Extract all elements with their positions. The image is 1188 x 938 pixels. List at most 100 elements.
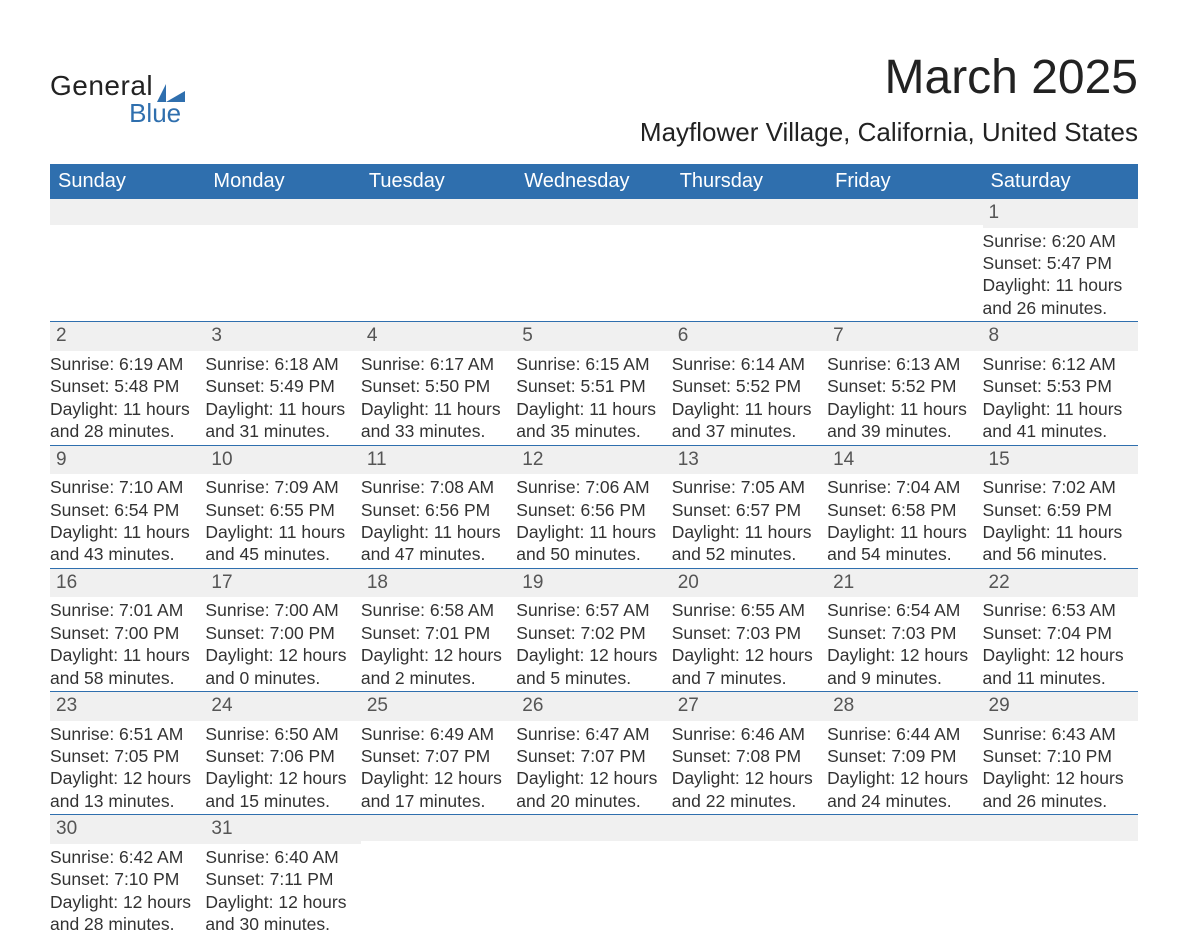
calendar-cell: 15Sunrise: 7:02 AMSunset: 6:59 PMDayligh…	[983, 446, 1138, 568]
calendar-cell: 16Sunrise: 7:01 AMSunset: 7:00 PMDayligh…	[50, 569, 205, 691]
day-number: 8	[983, 322, 1138, 351]
calendar-row: 9Sunrise: 7:10 AMSunset: 6:54 PMDaylight…	[50, 445, 1138, 568]
day-detail-line: Sunrise: 6:50 AM	[205, 723, 356, 745]
day-detail-line: Daylight: 11 hours	[516, 398, 667, 420]
day-detail-line: Sunset: 5:52 PM	[672, 375, 823, 397]
day-detail-line: and 52 minutes.	[672, 543, 823, 565]
day-details: Sunrise: 7:06 AMSunset: 6:56 PMDaylight:…	[516, 474, 671, 568]
day-number: 31	[205, 815, 360, 844]
day-detail-line: Sunrise: 6:43 AM	[983, 723, 1134, 745]
day-detail-line: and 50 minutes.	[516, 543, 667, 565]
day-detail-line: Daylight: 11 hours	[361, 398, 512, 420]
day-details: Sunrise: 6:20 AMSunset: 5:47 PMDaylight:…	[983, 228, 1138, 322]
calendar-cell: 10Sunrise: 7:09 AMSunset: 6:55 PMDayligh…	[205, 446, 360, 568]
calendar-cell: 9Sunrise: 7:10 AMSunset: 6:54 PMDaylight…	[50, 446, 205, 568]
day-detail-line: Sunset: 7:01 PM	[361, 622, 512, 644]
day-detail-line: Daylight: 12 hours	[983, 644, 1134, 666]
day-detail-line: Sunset: 7:10 PM	[983, 745, 1134, 767]
day-detail-line: and 41 minutes.	[983, 420, 1134, 442]
day-number	[50, 199, 205, 225]
day-detail-line: Sunrise: 6:44 AM	[827, 723, 978, 745]
location-label: Mayflower Village, California, United St…	[640, 117, 1138, 148]
calendar-cell: 12Sunrise: 7:06 AMSunset: 6:56 PMDayligh…	[516, 446, 671, 568]
day-detail-line: and 26 minutes.	[983, 790, 1134, 812]
day-detail-line: Sunset: 7:00 PM	[205, 622, 356, 644]
calendar-cell: 11Sunrise: 7:08 AMSunset: 6:56 PMDayligh…	[361, 446, 516, 568]
day-number: 25	[361, 692, 516, 721]
day-detail-line: Daylight: 12 hours	[516, 644, 667, 666]
calendar-cell: 4Sunrise: 6:17 AMSunset: 5:50 PMDaylight…	[361, 322, 516, 444]
day-details: Sunrise: 6:49 AMSunset: 7:07 PMDaylight:…	[361, 721, 516, 815]
calendar-cell: 30Sunrise: 6:42 AMSunset: 7:10 PMDayligh…	[50, 815, 205, 937]
day-details: Sunrise: 6:15 AMSunset: 5:51 PMDaylight:…	[516, 351, 671, 445]
day-detail-line: Daylight: 12 hours	[672, 767, 823, 789]
day-detail-line: and 24 minutes.	[827, 790, 978, 812]
day-details: Sunrise: 7:04 AMSunset: 6:58 PMDaylight:…	[827, 474, 982, 568]
day-number: 3	[205, 322, 360, 351]
day-detail-line: Daylight: 11 hours	[50, 644, 201, 666]
day-number	[361, 815, 516, 841]
calendar-cell: 31Sunrise: 6:40 AMSunset: 7:11 PMDayligh…	[205, 815, 360, 937]
day-details: Sunrise: 7:05 AMSunset: 6:57 PMDaylight:…	[672, 474, 827, 568]
day-number: 23	[50, 692, 205, 721]
day-number: 26	[516, 692, 671, 721]
day-number: 18	[361, 569, 516, 598]
weekday-header: Wednesday	[516, 164, 671, 199]
day-number: 28	[827, 692, 982, 721]
day-number: 1	[983, 199, 1138, 228]
day-detail-line: Daylight: 11 hours	[205, 521, 356, 543]
day-detail-line: Sunset: 7:11 PM	[205, 868, 356, 890]
day-detail-line: Sunrise: 6:20 AM	[983, 230, 1134, 252]
day-detail-line: Daylight: 12 hours	[827, 767, 978, 789]
day-detail-line: and 11 minutes.	[983, 667, 1134, 689]
day-details: Sunrise: 6:44 AMSunset: 7:09 PMDaylight:…	[827, 721, 982, 815]
day-detail-line: Daylight: 12 hours	[205, 644, 356, 666]
calendar-row: 23Sunrise: 6:51 AMSunset: 7:05 PMDayligh…	[50, 691, 1138, 814]
day-number	[983, 815, 1138, 841]
day-detail-line: Sunset: 5:49 PM	[205, 375, 356, 397]
day-detail-line: Sunrise: 6:42 AM	[50, 846, 201, 868]
day-number	[827, 815, 982, 841]
weekday-header: Saturday	[983, 164, 1138, 199]
day-detail-line: and 15 minutes.	[205, 790, 356, 812]
day-number: 7	[827, 322, 982, 351]
calendar-cell-empty	[672, 815, 827, 937]
day-detail-line: and 28 minutes.	[50, 913, 201, 935]
day-detail-line: Sunrise: 6:14 AM	[672, 353, 823, 375]
calendar-cell: 6Sunrise: 6:14 AMSunset: 5:52 PMDaylight…	[672, 322, 827, 444]
day-detail-line: Sunrise: 6:53 AM	[983, 599, 1134, 621]
day-detail-line: and 39 minutes.	[827, 420, 978, 442]
day-detail-line: Sunrise: 7:02 AM	[983, 476, 1134, 498]
day-detail-line: Daylight: 11 hours	[827, 398, 978, 420]
calendar-table: SundayMondayTuesdayWednesdayThursdayFrid…	[50, 164, 1138, 938]
day-detail-line: Sunrise: 7:04 AM	[827, 476, 978, 498]
day-details: Sunrise: 7:10 AMSunset: 6:54 PMDaylight:…	[50, 474, 205, 568]
day-detail-line: Sunrise: 6:13 AM	[827, 353, 978, 375]
day-detail-line: and 37 minutes.	[672, 420, 823, 442]
day-detail-line: Sunrise: 6:12 AM	[983, 353, 1134, 375]
day-detail-line: and 0 minutes.	[205, 667, 356, 689]
day-detail-line: Daylight: 12 hours	[205, 767, 356, 789]
day-detail-line: and 45 minutes.	[205, 543, 356, 565]
day-detail-line: and 26 minutes.	[983, 297, 1134, 319]
day-number: 19	[516, 569, 671, 598]
day-number: 2	[50, 322, 205, 351]
calendar-cell-empty	[361, 815, 516, 937]
calendar-row: 2Sunrise: 6:19 AMSunset: 5:48 PMDaylight…	[50, 321, 1138, 444]
day-detail-line: Daylight: 11 hours	[827, 521, 978, 543]
calendar-cell: 19Sunrise: 6:57 AMSunset: 7:02 PMDayligh…	[516, 569, 671, 691]
day-number: 5	[516, 322, 671, 351]
day-details: Sunrise: 6:53 AMSunset: 7:04 PMDaylight:…	[983, 597, 1138, 691]
calendar-cell: 8Sunrise: 6:12 AMSunset: 5:53 PMDaylight…	[983, 322, 1138, 444]
day-detail-line: Sunrise: 6:19 AM	[50, 353, 201, 375]
calendar-cell: 18Sunrise: 6:58 AMSunset: 7:01 PMDayligh…	[361, 569, 516, 691]
day-detail-line: Sunset: 6:56 PM	[516, 499, 667, 521]
day-detail-line: Daylight: 12 hours	[50, 767, 201, 789]
day-detail-line: and 33 minutes.	[361, 420, 512, 442]
day-number	[516, 815, 671, 841]
day-detail-line: Sunrise: 6:58 AM	[361, 599, 512, 621]
day-number: 16	[50, 569, 205, 598]
day-number: 6	[672, 322, 827, 351]
title-block: March 2025 Mayflower Village, California…	[640, 50, 1138, 160]
day-detail-line: Sunset: 5:47 PM	[983, 252, 1134, 274]
